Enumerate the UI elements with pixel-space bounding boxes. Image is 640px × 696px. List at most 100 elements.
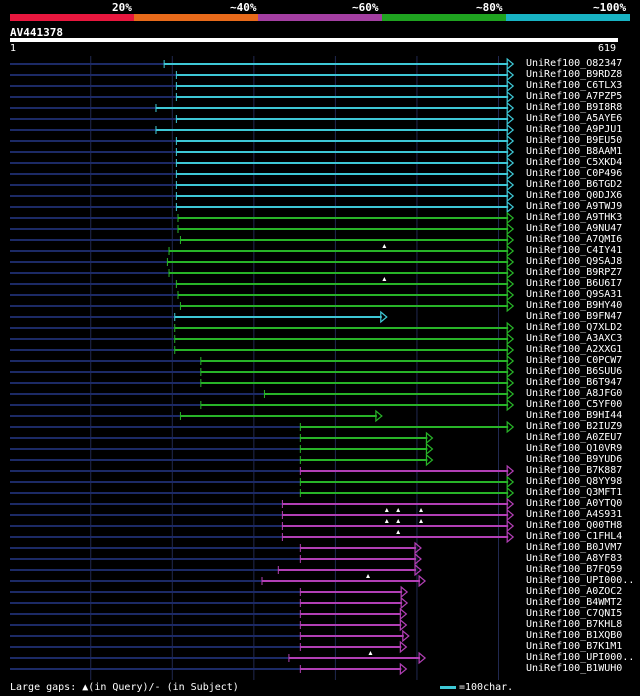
hit-label[interactable]: UniRef100_A9THK3 [526, 212, 623, 223]
hit-arrow-head [506, 79, 515, 93]
hit-arrow-head [506, 101, 515, 115]
legend-segment-4 [382, 14, 506, 21]
hit-label[interactable]: UniRef100_A0YTQ0 [526, 498, 623, 509]
hit-label[interactable]: UniRef100_B6TGD2 [526, 179, 623, 190]
hit-label[interactable]: UniRef100_A9PJU1 [526, 124, 623, 135]
query-gap-marker [396, 519, 401, 523]
hit-label[interactable]: UniRef100_A4S931 [526, 509, 623, 520]
hit-label[interactable]: UniRef100_A0ZEU7 [526, 432, 623, 443]
hit-arrow-head [506, 211, 515, 225]
hit-label[interactable]: UniRef100_A0ZOC2 [526, 586, 623, 597]
hit-label[interactable]: UniRef100_B9YUD6 [526, 454, 623, 465]
hit-label[interactable]: UniRef100_Q8YY98 [526, 476, 623, 487]
hit-label[interactable]: UniRef100_B1XQB0 [526, 630, 623, 641]
hit-label[interactable]: UniRef100_B8AAM1 [526, 146, 623, 157]
hit-label[interactable]: UniRef100_A9TWJ9 [526, 201, 623, 212]
hit-label[interactable]: UniRef100_B7KHL8 [526, 619, 623, 630]
hit-label[interactable]: UniRef100_A7PZP5 [526, 91, 623, 102]
hit-label[interactable]: UniRef100_B0JVM7 [526, 542, 623, 553]
hit-label[interactable]: UniRef100_A8JFG0 [526, 388, 623, 399]
hit-label[interactable]: UniRef100_C6TLX3 [526, 80, 623, 91]
hit-arrow-head [400, 585, 409, 599]
hit-label[interactable]: UniRef100_B9I8R8 [526, 102, 623, 113]
query-end: 619 [597, 43, 616, 54]
legend-segment-1 [10, 14, 134, 21]
hit-label[interactable]: UniRef100_B9RDZ8 [526, 69, 623, 80]
legend-label-40: ~40% [230, 1, 257, 14]
hit-arrow-head [506, 508, 515, 522]
hit-label[interactable]: UniRef100_Q0DJX6 [526, 190, 623, 201]
hit-label[interactable]: UniRef100_Q7XLD2 [526, 322, 623, 333]
gap-legend: Large gaps: ▲(in Query)/- (in Subject) [10, 682, 239, 693]
hit-label[interactable]: UniRef100_A5AYE6 [526, 113, 623, 124]
hit-label[interactable]: UniRef100_Q9SA31 [526, 289, 623, 300]
hit-arrow-head [506, 288, 515, 302]
hit-label[interactable]: UniRef100_UPI000.. [526, 652, 635, 663]
hit-arrow-head [506, 68, 515, 82]
hit-label[interactable]: UniRef100_B2IUZ9 [526, 421, 623, 432]
scale-swatch [440, 686, 456, 689]
hit-label[interactable]: UniRef100_Q3MFT1 [526, 487, 623, 498]
hit-arrow-head [506, 387, 515, 401]
hit-arrow-head [506, 475, 515, 489]
hit-label[interactable]: UniRef100_A9NU47 [526, 223, 623, 234]
hit-label[interactable]: UniRef100_A8YF83 [526, 553, 623, 564]
hit-label[interactable]: UniRef100_O82347 [526, 58, 623, 69]
query-id: AV441378 [10, 26, 63, 39]
hit-label[interactable]: UniRef100_B7K887 [526, 465, 623, 476]
hit-label[interactable]: UniRef100_B4WMT2 [526, 597, 623, 608]
hit-label[interactable]: UniRef100_A3AXC3 [526, 333, 623, 344]
hit-arrow-head [506, 200, 515, 214]
hit-label[interactable]: UniRef100_B6SUU6 [526, 366, 623, 377]
query-gap-icon: ▲ [82, 682, 89, 693]
hit-label[interactable]: UniRef100_B9HY40 [526, 300, 623, 311]
identity-legend-bar [10, 14, 630, 21]
hit-arrow-head [425, 431, 434, 445]
query-gap-marker [382, 277, 387, 281]
hit-label[interactable]: UniRef100_C1FHL4 [526, 531, 623, 542]
hit-label[interactable]: UniRef100_C0PCW7 [526, 355, 623, 366]
hit-arrow-head [400, 596, 409, 610]
hit-label[interactable]: UniRef100_B9FN47 [526, 311, 623, 322]
hit-label[interactable]: UniRef100_UPI000.. [526, 575, 635, 586]
hit-label[interactable]: UniRef100_B9EU50 [526, 135, 623, 146]
hit-label[interactable]: UniRef100_B7FQ59 [526, 564, 623, 575]
query-gap-marker [382, 244, 387, 248]
hit-arrow-head [399, 607, 408, 621]
hit-label[interactable]: UniRef100_C0P496 [526, 168, 623, 179]
legend-segment-3 [258, 14, 382, 21]
hit-label[interactable]: UniRef100_Q10VR9 [526, 443, 623, 454]
hit-arrow-head [506, 332, 515, 346]
hit-arrow-head [418, 651, 427, 665]
hit-arrow-head [506, 90, 515, 104]
query-gap-marker [419, 519, 424, 523]
hit-label[interactable]: UniRef100_B1WUH0 [526, 663, 623, 674]
hit-arrow-head [506, 486, 515, 500]
hit-label[interactable]: UniRef100_C5XKD4 [526, 157, 623, 168]
hit-label[interactable]: UniRef100_C7QNI5 [526, 608, 623, 619]
hit-label[interactable]: UniRef100_B9HI44 [526, 410, 623, 421]
hit-arrow-head [506, 222, 515, 236]
hit-label[interactable]: UniRef100_C5YF00 [526, 399, 623, 410]
query-gap-label: (in Query)/ [88, 682, 155, 693]
hit-arrow-head [399, 618, 408, 632]
query-gap-marker [396, 508, 401, 512]
hit-label[interactable]: UniRef100_B6U6I7 [526, 278, 623, 289]
hit-label[interactable]: UniRef100_Q00TH8 [526, 520, 623, 531]
hit-label[interactable]: UniRef100_B6T947 [526, 377, 623, 388]
hit-arrow-head [506, 134, 515, 148]
hit-label[interactable]: UniRef100_A7QMI6 [526, 234, 623, 245]
query-gap-marker [366, 574, 371, 578]
hit-arrow-head [414, 552, 422, 566]
hit-label[interactable]: UniRef100_B7K1M1 [526, 641, 623, 652]
hit-arrow-head [506, 233, 515, 247]
hit-label[interactable]: UniRef100_Q9SAJ8 [526, 256, 623, 267]
hit-arrow-head [506, 530, 515, 544]
hit-arrow-head [506, 497, 515, 511]
hit-label[interactable]: UniRef100_C4IY41 [526, 245, 623, 256]
hit-label[interactable]: UniRef100_A2XXG1 [526, 344, 623, 355]
subject-gap-label: - (in Subject) [154, 682, 239, 693]
hit-label[interactable]: UniRef100_B9RPZ7 [526, 267, 623, 278]
legend-segment-5 [506, 14, 630, 21]
